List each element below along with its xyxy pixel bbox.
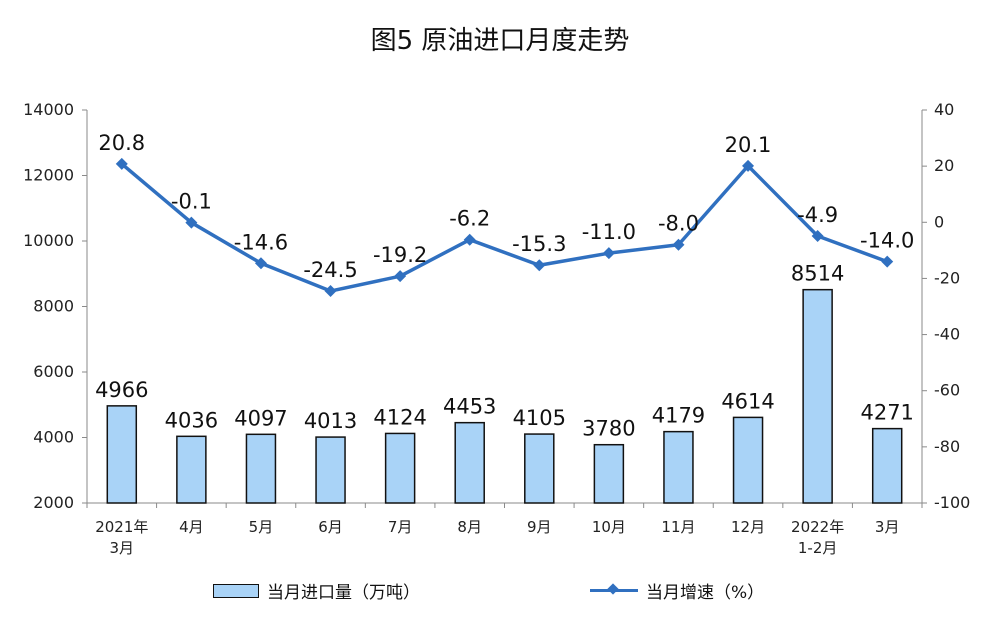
y-tick-label-right: 0 — [934, 212, 944, 231]
bar-data-label: 4124 — [373, 405, 426, 429]
bar-data-label: 4036 — [165, 408, 218, 432]
y-tick-label-right: -60 — [934, 381, 960, 400]
bar — [524, 433, 555, 504]
bar-data-label: 4966 — [95, 378, 148, 402]
x-tick-label: 8月 — [457, 518, 482, 536]
bar — [871, 427, 903, 504]
line-data-label: -14.0 — [860, 229, 914, 253]
bar-data-label: 4453 — [443, 395, 496, 419]
bar — [732, 416, 764, 504]
line-marker — [324, 285, 337, 298]
legend-label-growth-rate: 当月增速（%） — [646, 583, 765, 603]
bar-data-label: 3780 — [582, 417, 635, 441]
bar-data-label: 4614 — [721, 389, 774, 413]
line-marker — [254, 257, 267, 270]
line-data-label: -15.3 — [512, 232, 566, 256]
x-tick-label: 5月 — [249, 518, 274, 536]
y-tick-label-left: 14000 — [23, 100, 74, 119]
legend: 当月进口量（万吨） 当月增速（%） — [0, 578, 1000, 608]
x-tick-label: 9月 — [527, 518, 552, 536]
y-tick-label-left: 6000 — [33, 362, 74, 381]
bar — [106, 405, 138, 504]
bar — [315, 436, 346, 504]
y-tick-label-right: -40 — [934, 325, 960, 344]
x-tick-label: 10月 — [592, 518, 626, 536]
bar — [384, 432, 416, 504]
line-marker — [185, 216, 198, 229]
bar — [593, 443, 625, 504]
bar-data-label: 4097 — [234, 406, 287, 430]
line-data-label: -4.9 — [797, 203, 838, 227]
y-tick-label-right: -20 — [934, 268, 960, 287]
x-tick-label: 3月 — [110, 539, 135, 557]
line-data-label: -0.1 — [171, 190, 212, 214]
bar-data-label: 4179 — [652, 404, 705, 428]
line-marker — [463, 233, 476, 246]
x-tick-label: 2022年 — [791, 518, 844, 536]
line-data-label: -14.6 — [234, 230, 288, 254]
chart-title: 图5 原油进口月度走势 — [370, 26, 630, 56]
x-tick-label: 7月 — [388, 518, 413, 536]
y-tick-label-left: 12000 — [23, 166, 74, 185]
y-tick-label-left: 2000 — [33, 493, 74, 512]
bar-data-label: 4105 — [513, 406, 566, 430]
bar — [454, 421, 485, 504]
x-tick-label: 2021年 — [95, 518, 148, 536]
y-tick-label-left: 10000 — [23, 231, 74, 250]
line-growth-rate — [120, 162, 888, 293]
line-marker — [881, 255, 894, 268]
line-marker — [742, 159, 755, 172]
line-marker — [602, 247, 615, 260]
line-data-label: -8.0 — [658, 212, 699, 236]
bar — [802, 288, 833, 504]
line-marker — [811, 230, 824, 243]
y-tick-label-right: 40 — [934, 100, 954, 119]
bar — [663, 430, 694, 504]
x-tick-label: 3月 — [875, 518, 900, 536]
legend-item-growth-rate: 当月增速（%） — [590, 578, 764, 603]
bar — [176, 435, 207, 504]
legend-item-import-volume: 当月进口量（万吨） — [213, 578, 420, 603]
legend-label-import-volume: 当月进口量（万吨） — [267, 583, 420, 603]
line-data-label: -6.2 — [449, 207, 490, 231]
y-tick-label-left: 4000 — [33, 428, 74, 447]
line-marker — [672, 238, 685, 251]
y-tick-label-right: -100 — [934, 493, 970, 512]
y-tick-label-left: 8000 — [33, 297, 74, 316]
line-data-label: 20.8 — [98, 131, 145, 155]
line-data-label: -24.5 — [303, 258, 357, 282]
legend-bar-swatch — [213, 583, 259, 598]
legend-line-swatch — [590, 583, 638, 598]
bar-data-label: 4271 — [860, 401, 913, 425]
x-tick-label: 12月 — [731, 518, 765, 536]
bar-data-label: 8514 — [791, 262, 844, 286]
y-tick-label-right: 20 — [934, 156, 954, 175]
y-tick-label-right: -80 — [934, 437, 960, 456]
line-marker — [533, 259, 546, 272]
x-tick-label: 11月 — [661, 518, 695, 536]
bar-data-label: 4013 — [304, 409, 357, 433]
bar — [245, 433, 277, 504]
x-tick-label: 1-2月 — [798, 539, 838, 557]
line-data-label: -11.0 — [582, 220, 636, 244]
line-data-label: -19.2 — [373, 243, 427, 267]
line-marker — [115, 157, 128, 170]
x-tick-label: 6月 — [318, 518, 343, 536]
line-data-label: 20.1 — [725, 133, 772, 157]
line-marker — [394, 270, 407, 283]
x-tick-label: 4月 — [179, 518, 204, 536]
